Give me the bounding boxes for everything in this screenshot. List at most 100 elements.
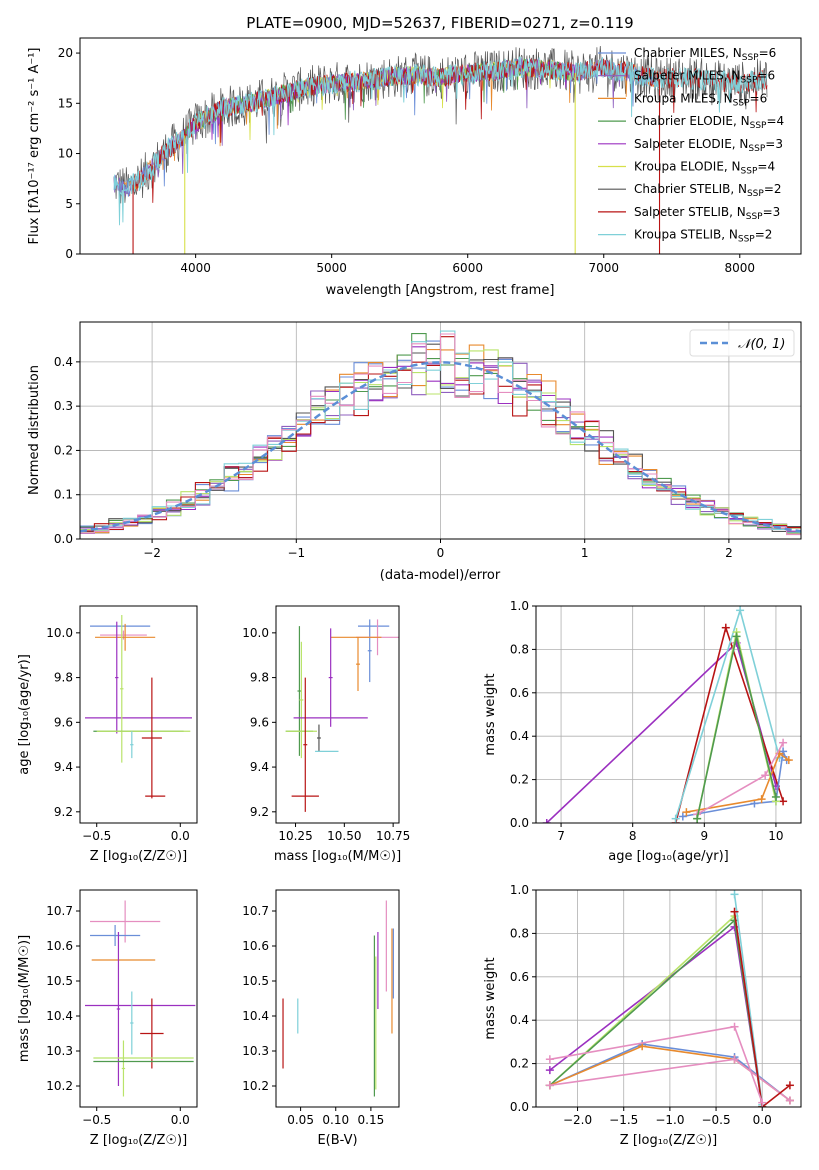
spectrum-ytick-label: 20 — [58, 46, 73, 60]
mass_vs_Z-point-6 — [140, 998, 164, 1069]
age_vs_mass-axes-frame — [275, 605, 400, 824]
age_vs_mass-xlabel: mass [log₁₀(M/M☉)] — [274, 849, 401, 864]
spectrum-series-kroupa_stelib — [113, 56, 768, 226]
weight_vs_Z-ytick-label: 0.6 — [510, 970, 529, 984]
mass_vs_ebv-xlabel: E(B-V) — [317, 1133, 357, 1148]
age-vs-metallicity-panel: −0.5 0.0 9.2 9.4 9.6 9.8 10.0 Z [log₁₀(Z/Z☉)] ag… — [17, 605, 198, 864]
residual-hist-pink — [80, 333, 801, 536]
legend-label-chabrier_miles: Chabrier MILES, NSSP=6 — [634, 46, 776, 63]
residuals-legend: 𝒩(0, 1) — [689, 329, 795, 357]
age_vs_mass-point-5 — [297, 626, 302, 756]
spectrum-ytick-label: 0 — [65, 247, 73, 261]
residuals-ytick-label: 0.4 — [54, 355, 73, 369]
age_vs_mass-point-7 — [328, 628, 333, 727]
spectrum-ylabel: Flux [fλ10⁻¹⁷ erg cm⁻² s⁻¹ A⁻¹] — [27, 48, 42, 245]
residuals-ytick-label: 0.2 — [54, 443, 73, 457]
weight_vs_age-xtick-label: 9 — [700, 829, 708, 843]
mass_vs_Z-xlabel: Z [log₁₀(Z/Z☉)] — [90, 1133, 187, 1148]
age_vs_Z-ytick-label: 10.0 — [46, 626, 73, 640]
residuals-xtick-label: −2 — [143, 546, 161, 560]
spectrum-ytick-label: 5 — [65, 197, 73, 211]
mass_vs_Z-ytick-label: 10.5 — [46, 974, 73, 988]
spectrum-xtick-label: 5000 — [316, 261, 347, 275]
residuals-ytick-label: 0.3 — [54, 399, 73, 413]
mass_vs_Z-ytick-label: 10.7 — [46, 904, 73, 918]
residuals-ytick-label: 0.1 — [54, 488, 73, 502]
residual-hist-lime — [80, 349, 801, 532]
age_vs_Z-point-3 — [115, 621, 119, 734]
residuals-xtick-label: 2 — [725, 546, 733, 560]
spectrum-xtick-label: 8000 — [725, 261, 756, 275]
age_vs_Z-axes-frame — [79, 605, 198, 824]
mass_vs_ebv-ytick-label: 10.2 — [242, 1079, 269, 1093]
weight-vs-metallicity-panel: −2.0 −1.5 −1.0 −0.5 0.0 0.0 0.2 0.4 0.6 0.8 1.0 Z [… — [483, 883, 802, 1148]
legend-label-salpeter_miles: Salpeter MILES, NSSP=6 — [634, 69, 775, 86]
mass_vs_Z-ytick-label: 10.3 — [46, 1044, 73, 1058]
mass-vs-metallicity-panel: −0.5 0.0 10.2 10.3 10.4 10.5 10.6 10.7 Z [log₁₀(… — [17, 889, 198, 1148]
weight_vs_age-ytick-label: 0.2 — [510, 773, 529, 787]
weight_vs_Z-marker — [785, 1081, 794, 1090]
residuals-xlabel: (data-model)/error — [380, 568, 501, 583]
weight_vs_age-marker — [671, 814, 680, 823]
legend-label-salpeter_stelib: Salpeter STELIB, NSSP=3 — [634, 205, 780, 222]
weight_vs_age-marker — [542, 819, 551, 823]
legend-label-kroupa_elodie: Kroupa ELODIE, NSSP=4 — [634, 160, 775, 177]
weight_vs_age-xlabel: age [log₁₀(age/yr)] — [608, 849, 729, 864]
weight_vs_Z-series-3 — [549, 1043, 791, 1102]
weight_vs_age-xtick-label: 10 — [768, 829, 783, 843]
weight_vs_Z-marker — [758, 1098, 767, 1107]
weight_vs_Z-xtick-label: −2.0 — [563, 1113, 592, 1127]
age_vs_mass-point-6 — [299, 641, 304, 759]
age_vs_Z-point-9 — [141, 677, 162, 799]
weight_vs_age-marker — [678, 812, 687, 821]
weight_vs_Z-ytick-label: 0.0 — [510, 1100, 529, 1114]
age_vs_mass-point-4 — [356, 637, 360, 692]
mass_vs_ebv-ytick-label: 10.7 — [242, 904, 269, 918]
age_vs_Z-ytick-label: 9.8 — [54, 671, 73, 685]
legend-label-salpeter_elodie: Salpeter ELODIE, NSSP=3 — [634, 137, 783, 154]
mass_vs_Z-xtick-label: −0.5 — [82, 1113, 111, 1127]
residuals-ytick-label: 0.0 — [54, 532, 73, 546]
weight_vs_age-ylabel: mass weight — [483, 673, 498, 755]
mass_vs_Z-point-5 — [130, 991, 134, 1055]
spectrum-series-chabrier_stelib — [113, 45, 768, 204]
spectrum-xtick-label: 4000 — [180, 261, 211, 275]
legend-label-chabrier_stelib: Chabrier STELIB, NSSP=2 — [634, 182, 782, 199]
age_vs_Z-ytick-label: 9.4 — [54, 760, 73, 774]
weight_vs_Z-marker — [545, 1066, 554, 1075]
weight_vs_age-marker — [779, 738, 788, 747]
gauss-legend-label: 𝒩(0, 1) — [738, 337, 785, 352]
mass_vs_ebv-axes-frame — [275, 889, 400, 1108]
weight_vs_Z-ytick-label: 0.2 — [510, 1057, 529, 1071]
mass_vs_ebv-ytick-label: 10.4 — [242, 1009, 269, 1023]
weight_vs_age-marker — [682, 808, 691, 817]
age_vs_mass-ytick-label: 9.6 — [250, 715, 269, 729]
weight_vs_age-marker — [721, 623, 730, 632]
weight_vs_age-marker — [736, 606, 745, 615]
age_vs_mass-xtick-label: 10.50 — [327, 829, 361, 843]
weight_vs_Z-marker — [730, 1022, 739, 1031]
weight_vs_age-marker — [761, 771, 770, 780]
mass_vs_ebv-xtick-label: 0.05 — [287, 1113, 314, 1127]
weight_vs_Z-ytick-label: 1.0 — [510, 883, 529, 897]
age_vs_Z-xlabel: Z [log₁₀(Z/Z☉)] — [90, 849, 187, 864]
weight_vs_age-marker — [771, 792, 780, 801]
weight_vs_age-marker — [784, 756, 793, 765]
weight_vs_Z-xtick-label: 0.0 — [753, 1113, 772, 1127]
weight_vs_Z-ytick-label: 0.8 — [510, 926, 529, 940]
spectrum-axes-frame — [79, 37, 802, 255]
spectrum-legend: Chabrier MILES, NSSP=6 Salpeter MILES, NS… — [598, 46, 784, 245]
weight_vs_age-ytick-label: 0.0 — [510, 816, 529, 830]
mass_vs_ebv-ytick-label: 10.3 — [242, 1044, 269, 1058]
weight_vs_age-ytick-label: 0.6 — [510, 686, 529, 700]
age_vs_mass-ytick-label: 10.0 — [242, 626, 269, 640]
age_vs_mass-xtick-label: 10.25 — [278, 829, 312, 843]
weight_vs_Z-marker — [730, 1055, 739, 1064]
spectrum-xtick-label: 6000 — [452, 261, 483, 275]
gauss-curve — [80, 361, 801, 533]
weight_vs_Z-marker — [545, 1081, 554, 1090]
age_vs_Z-ylabel: age [log₁₀(age/yr)] — [17, 654, 32, 775]
residuals-xtick-label: 1 — [581, 546, 589, 560]
weight_vs_Z-xlabel: Z [log₁₀(Z/Z☉)] — [620, 1133, 717, 1148]
residuals-xtick-label: 0 — [437, 546, 445, 560]
